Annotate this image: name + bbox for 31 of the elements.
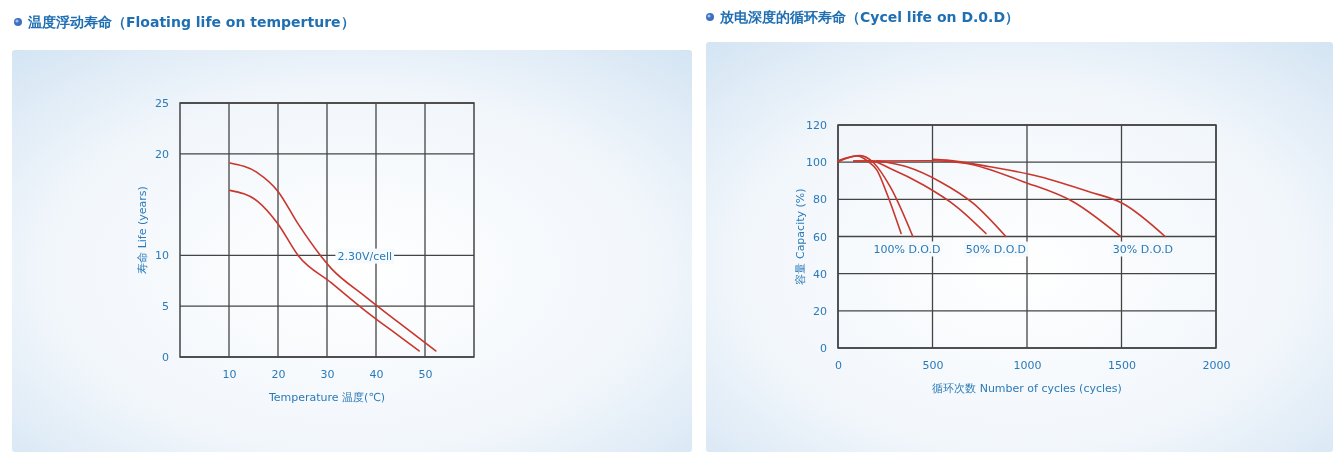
x-tick-label: 20 (271, 367, 286, 381)
x-tick-label: 2000 (1202, 358, 1231, 372)
x-tick-label: 10 (222, 367, 237, 381)
annotation: 2.30V/cell (337, 249, 393, 263)
y-tick-label: 5 (162, 300, 169, 314)
y-tick-label: 120 (806, 119, 827, 133)
x-axis-title: 循环次数 Number of cycles (cycles) (932, 382, 1122, 395)
annotation: 100% D.O.D (873, 242, 941, 256)
y-tick-label: 25 (155, 97, 169, 111)
y-tick-label: 20 (155, 147, 169, 161)
y-tick-label: 40 (813, 267, 827, 281)
y-axis-title: 寿命 Life (years) (136, 186, 149, 274)
y-tick-label: 20 (813, 304, 827, 318)
y-tick-label: 80 (813, 193, 827, 207)
annotation: 50% D.O.D (965, 242, 1026, 256)
x-tick-label: 40 (369, 367, 384, 381)
y-tick-label: 60 (813, 230, 827, 244)
x-tick-label: 1000 (1013, 358, 1042, 372)
annotation: 30% D.O.D (1112, 242, 1173, 256)
x-axis-title: Temperature 温度(℃) (267, 391, 386, 404)
y-tick-label: 100 (806, 156, 827, 170)
y-axis-title: 容量 Capacity (%) (794, 188, 807, 285)
x-tick-label: 500 (922, 358, 944, 372)
x-tick-label: 1500 (1108, 358, 1136, 372)
y-tick-label: 0 (820, 342, 827, 356)
x-tick-label: 50 (418, 367, 433, 381)
x-tick-label: 30 (320, 367, 335, 381)
chart-title: 温度浮动寿命（Floating life on temperture） (27, 14, 355, 30)
x-tick-label: 0 (835, 358, 842, 372)
y-tick-label: 10 (155, 249, 169, 263)
chart-title: 放电深度的循环寿命（Cycel life on D.0.D） (719, 9, 1020, 25)
